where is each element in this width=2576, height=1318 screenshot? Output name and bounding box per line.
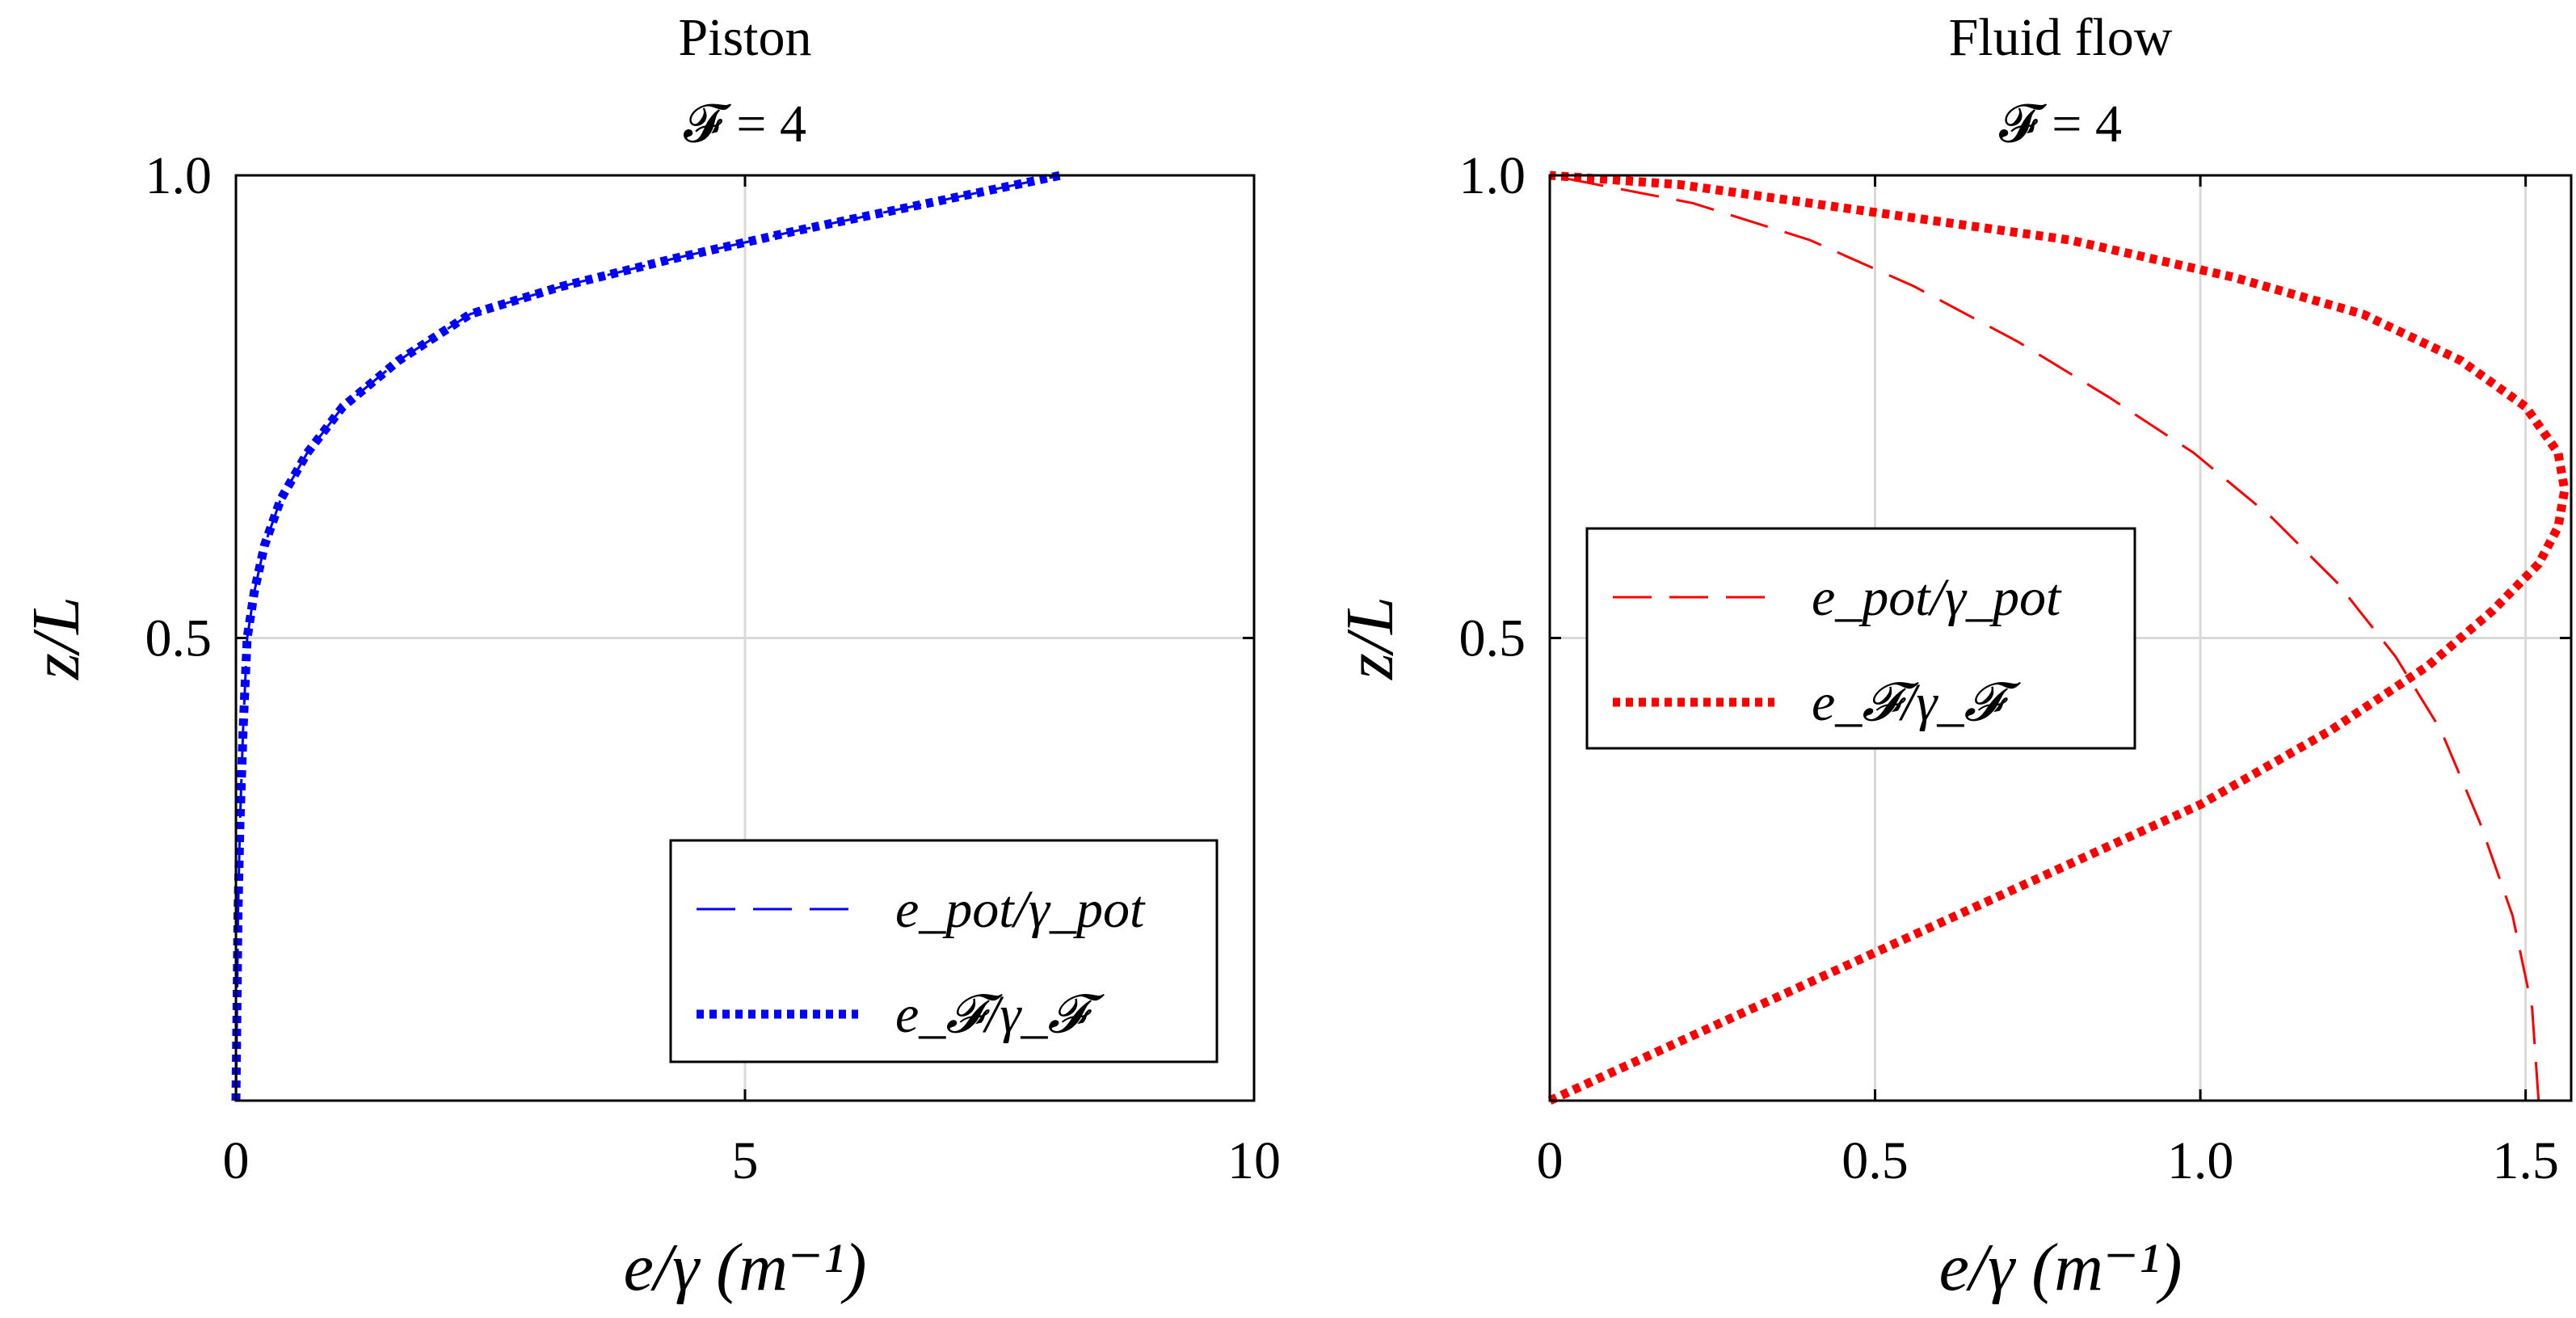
- legend-label-1: e_pot/γ_pot: [895, 880, 1146, 939]
- series-line-1: [1549, 174, 2540, 1101]
- x-axis-label: e/γ (m⁻¹): [1939, 1230, 2182, 1305]
- plot-frame: [1548, 174, 2573, 1102]
- legend-label-2: e_𝓕/γ_𝓕: [1812, 673, 2021, 732]
- series-line-2: [1547, 171, 2570, 1105]
- legend-label-2: e_𝓕/γ_𝓕: [895, 985, 1105, 1044]
- y-axis-label: z/L: [19, 596, 94, 680]
- series-group: [231, 171, 1062, 1101]
- y-axis-label: z/L: [1332, 596, 1408, 680]
- chart-title: Piston: [678, 8, 811, 67]
- series-group: [1547, 171, 2570, 1105]
- x-axis-label: e/γ (m⁻¹): [624, 1230, 867, 1305]
- y-tick-label: 1.0: [1459, 146, 1526, 205]
- chart-subtitle: 𝓕 = 4: [684, 95, 806, 154]
- plot-frame: [234, 174, 1256, 1102]
- y-tick-label: 0.5: [1459, 609, 1526, 668]
- x-tick-label: 0.5: [1842, 1131, 1909, 1190]
- chart-panel-2: Fluid flow 𝓕 = 4 0 0.5 1.0 1.5 0.5 1.0 e/γ (m⁻¹)…: [1332, 8, 2573, 1305]
- chart-subtitle: 𝓕 = 4: [1999, 95, 2122, 154]
- chart-panel-1: Piston 𝓕 = 4 0 5 10 0.5 1.0 e/γ (m⁻¹) z/L e_pot/γ…: [19, 8, 1281, 1305]
- x-tick-label: 1.5: [2492, 1131, 2559, 1190]
- x-tick-label: 1.0: [2167, 1131, 2234, 1190]
- x-tick-label: 10: [1227, 1131, 1281, 1190]
- chart-title: Fluid flow: [1949, 8, 2173, 67]
- x-tick-label: 0: [1537, 1131, 1564, 1190]
- x-tick-label: 0: [223, 1131, 250, 1190]
- series-line-2: [231, 171, 1062, 1101]
- y-tick-label: 1.0: [145, 146, 213, 205]
- x-tick-label: 5: [732, 1131, 759, 1190]
- legend-label-1: e_pot/γ_pot: [1812, 568, 2062, 627]
- y-tick-label: 0.5: [145, 609, 213, 668]
- legend-box: [1585, 527, 2136, 750]
- legend: e_pot/γ_pot e_𝓕/γ_𝓕: [669, 839, 1219, 1063]
- legend: e_pot/γ_pot e_𝓕/γ_𝓕: [1585, 527, 2136, 750]
- legend-box: [669, 839, 1219, 1063]
